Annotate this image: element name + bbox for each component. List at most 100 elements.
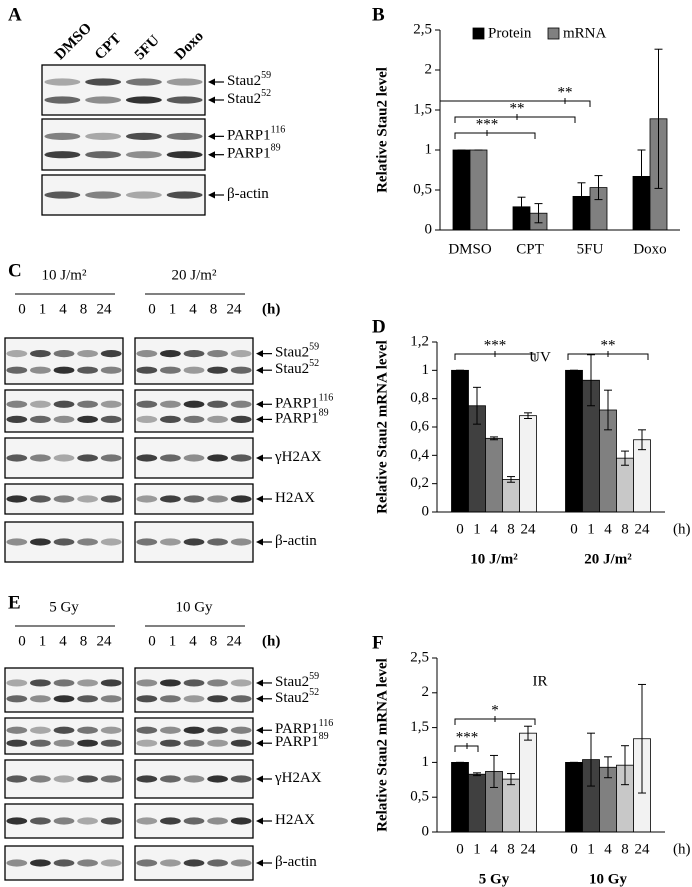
bar [452,149,471,231]
error-bar [473,772,481,777]
band-label: PARP1116 [275,393,333,412]
x-tick-label: 4 [490,841,498,857]
blot-band [207,775,228,783]
condition-label: 10 J/m² [42,267,87,283]
panel-label: B [372,4,385,25]
band-name: H2AX [275,812,315,828]
blot-band [6,454,28,462]
x-tick-label: 24 [635,841,651,857]
blot-band [30,775,51,783]
hour-label: 4 [59,301,67,317]
arrow-head [256,817,263,825]
band-name: PARP1 [227,146,271,162]
error-bar [621,745,629,786]
lane-label: 5FU [132,32,163,63]
blot-band [183,726,205,734]
blot-band [100,454,122,462]
blot-band [77,775,98,783]
panel-label: A [8,4,22,25]
arrow-head [256,739,263,747]
blot-band [125,96,162,104]
blot-band [207,400,228,408]
blot-band [30,726,51,734]
blot-band [136,695,158,703]
blot-band [230,495,252,503]
condition-label: 10 Gy [175,599,213,615]
band-label: PARP1116 [227,125,285,144]
arrow-head [256,366,263,374]
group-label: 5 Gy [479,871,510,887]
panel-label: F [372,632,384,653]
chart-title: UV [529,349,551,365]
arrow-head [256,454,263,462]
blot-band [207,366,228,374]
error-bar [534,203,543,224]
arrow-head [256,538,263,546]
band-label: Stau252 [275,687,319,706]
y-tick-label: 0,8 [410,390,429,406]
blot-band [160,366,181,374]
blot-band [44,132,81,140]
blot-band [6,538,28,546]
blot-band [30,739,51,747]
blot-band [6,859,28,867]
blot-band [6,775,28,783]
significance-label: ** [558,84,573,100]
band-name: Stau2 [275,362,309,378]
x-tick-label: 4 [604,841,612,857]
blot-band [30,366,51,374]
bar [565,762,583,833]
blot-band [85,151,122,159]
blot-band [125,191,162,199]
y-tick-label: 1 [425,141,433,157]
band-label: γH2AX [274,770,322,786]
band-name: Stau2 [227,73,261,89]
band-name: γH2AX [274,770,322,786]
blot-band [183,454,205,462]
y-tick-label: 1 [422,754,430,770]
blot-band [207,695,228,703]
bar [633,439,651,513]
legend-swatch [472,27,485,40]
band-label: Stau252 [275,358,319,377]
significance-bracket [439,100,591,107]
arrow-head [208,78,215,86]
lane-label: DMSO [52,20,95,63]
arrow-head [256,726,263,734]
bar [616,457,634,513]
group-label: 20 J/m² [584,551,632,567]
error-bar [604,389,612,431]
blot-band [6,726,28,734]
band-name: β-actin [227,186,269,202]
blot-band [100,495,122,503]
blot-band [136,859,158,867]
blot-band [6,679,28,687]
blot-band [6,817,28,825]
blot-band [100,679,122,687]
blot-band [53,495,75,503]
error-bar [587,732,595,787]
bar [519,415,537,513]
x-tick-label: DMSO [448,241,492,257]
x-tick-label: 0 [570,521,578,537]
band-name: Stau2 [275,690,309,706]
band-superscript: 59 [309,671,319,682]
band-label: PARP189 [275,731,329,750]
blot-band [183,775,205,783]
error-bar [473,386,481,425]
panel-label: E [8,592,21,613]
blot-band [136,538,158,546]
hour-label: 8 [210,301,218,317]
hour-unit: (h) [262,301,280,317]
y-axis-label: Relative Stau2 mRNA level [374,340,390,514]
chart-title: IR [533,673,548,689]
blot-band [207,726,228,734]
x-tick-label: Doxo [633,241,666,257]
blot-band [77,679,98,687]
hour-unit: (h) [262,633,280,649]
bar [519,732,537,833]
blot-band [136,495,158,503]
blot-band [53,350,75,358]
blot-band [77,495,98,503]
blot-band [166,96,203,104]
